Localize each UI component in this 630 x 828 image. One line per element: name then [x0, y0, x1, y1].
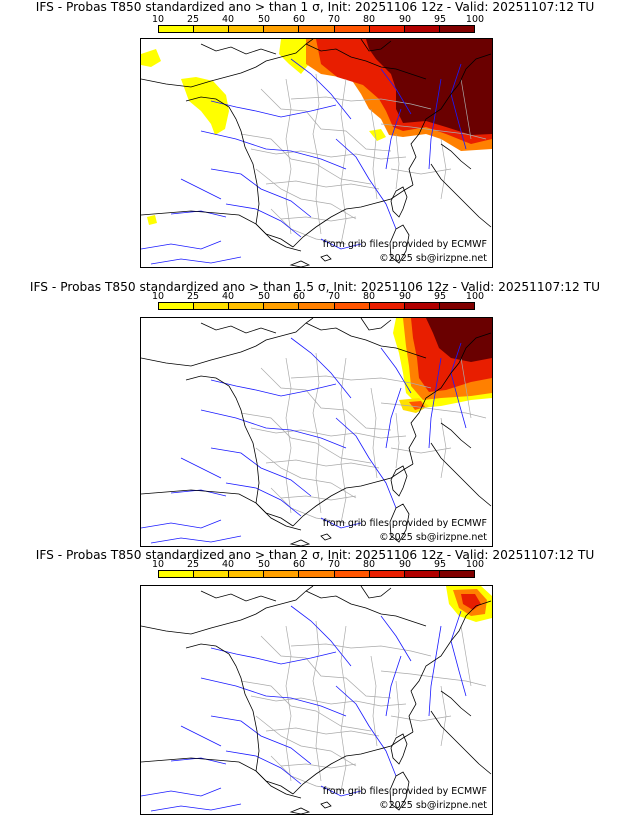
map-panel-3: IFS - Probas T850 standardized ano > tha… [0, 536, 630, 815]
colorbar-segment [194, 26, 230, 32]
copyright-credit: ©2025 sb@irizpne.net [379, 532, 487, 543]
colorbar-segment [229, 26, 265, 32]
prob-zone-yellow-west [181, 77, 229, 135]
map-panel-1: IFS - Probas T850 standardized ano > tha… [0, 0, 630, 276]
colorbar-segment [264, 571, 300, 577]
probability-shading [141, 39, 492, 225]
panel-title: IFS - Probas T850 standardized ano > tha… [35, 0, 595, 14]
prob-zone-darkred [366, 39, 492, 135]
colorbar-tick: 60 [292, 291, 306, 302]
map-svg [141, 318, 492, 546]
colorbar-segment [334, 303, 370, 309]
colorbar-tick: 80 [362, 559, 376, 570]
colorbar-segment [194, 571, 230, 577]
colorbar-tick: 100 [465, 559, 485, 570]
map-svg [141, 39, 492, 267]
colorbar-tick: 70 [327, 14, 341, 25]
colorbar-segment [334, 26, 370, 32]
colorbar-segment [159, 303, 195, 309]
map-svg [141, 586, 492, 814]
prob-zone-darkred [426, 318, 492, 362]
probability-map: from grib files provided by ECMWF ©2025 … [140, 317, 493, 547]
colorbar-segment [369, 303, 405, 309]
colorbar-segment [369, 571, 405, 577]
colorbar-tick: 80 [362, 14, 376, 25]
probability-shading [446, 586, 492, 622]
colorbar-tick: 100 [465, 291, 485, 302]
colorbar-segment [159, 571, 195, 577]
colorbar-tick: 50 [257, 291, 271, 302]
colorbar-segment [159, 26, 195, 32]
colorbar-tick: 70 [327, 559, 341, 570]
colorbar-tick: 10 [151, 14, 165, 25]
colorbar-segment [299, 303, 335, 309]
colorbar-tick: 40 [221, 14, 235, 25]
colorbar-tick: 25 [186, 291, 200, 302]
colorbar [158, 25, 475, 33]
colorbar-labels: 10 25 40 50 60 70 80 90 95 100 [152, 14, 484, 25]
source-credit: from grib files provided by ECMWF [322, 786, 487, 797]
colorbar-tick: 90 [398, 14, 412, 25]
colorbar [158, 570, 475, 578]
colorbar-segment [439, 571, 474, 577]
colorbar-tick: 70 [327, 291, 341, 302]
prob-zone-yellow-alps [369, 129, 386, 141]
colorbar-tick: 10 [151, 559, 165, 570]
prob-zone-orange-jura [409, 401, 425, 410]
prob-zone-yellow [279, 39, 313, 74]
colorbar-tick: 95 [433, 14, 447, 25]
colorbar-segment [404, 571, 440, 577]
prob-zone-yellow-channel [141, 49, 161, 67]
probability-shading [393, 318, 492, 413]
copyright-credit: ©2025 sb@irizpne.net [379, 800, 487, 811]
source-credit: from grib files provided by ECMWF [322, 518, 487, 529]
colorbar-segment [299, 571, 335, 577]
colorbar-tick: 25 [186, 14, 200, 25]
colorbar-segment [439, 26, 474, 32]
colorbar-segment [264, 26, 300, 32]
source-credit: from grib files provided by ECMWF [322, 239, 487, 250]
colorbar-tick: 90 [398, 559, 412, 570]
colorbar-segment [264, 303, 300, 309]
colorbar-labels: 10 25 40 50 60 70 80 90 95 100 [152, 559, 484, 570]
probability-map: from grib files provided by ECMWF ©2025 … [140, 38, 493, 268]
colorbar-tick: 40 [221, 291, 235, 302]
colorbar-segment [404, 303, 440, 309]
colorbar-tick: 90 [398, 291, 412, 302]
colorbar-segment [229, 571, 265, 577]
colorbar-tick: 60 [292, 14, 306, 25]
colorbar-segment [404, 26, 440, 32]
colorbar-segment [334, 571, 370, 577]
probability-map: from grib files provided by ECMWF ©2025 … [140, 585, 493, 815]
prob-zone-yellow-spain [147, 215, 157, 225]
colorbar-segment [299, 26, 335, 32]
colorbar-labels: 10 25 40 50 60 70 80 90 95 100 [152, 291, 484, 302]
copyright-credit: ©2025 sb@irizpne.net [379, 253, 487, 264]
colorbar-segment [194, 303, 230, 309]
colorbar-tick: 100 [465, 14, 485, 25]
map-panel-2: IFS - Probas T850 standardized ano > tha… [0, 268, 630, 547]
colorbar-tick: 95 [433, 559, 447, 570]
colorbar-segment [369, 26, 405, 32]
colorbar-segment [229, 303, 265, 309]
colorbar-tick: 80 [362, 291, 376, 302]
colorbar-tick: 60 [292, 559, 306, 570]
colorbar-tick: 95 [433, 291, 447, 302]
panel-title: IFS - Probas T850 standardized ano > tha… [29, 280, 601, 294]
colorbar-tick: 50 [257, 559, 271, 570]
colorbar-tick: 25 [186, 559, 200, 570]
colorbar [158, 302, 475, 310]
colorbar-tick: 40 [221, 559, 235, 570]
colorbar-segment [439, 303, 474, 309]
panel-title: IFS - Probas T850 standardized ano > tha… [35, 548, 595, 562]
colorbar-tick: 10 [151, 291, 165, 302]
colorbar-tick: 50 [257, 14, 271, 25]
